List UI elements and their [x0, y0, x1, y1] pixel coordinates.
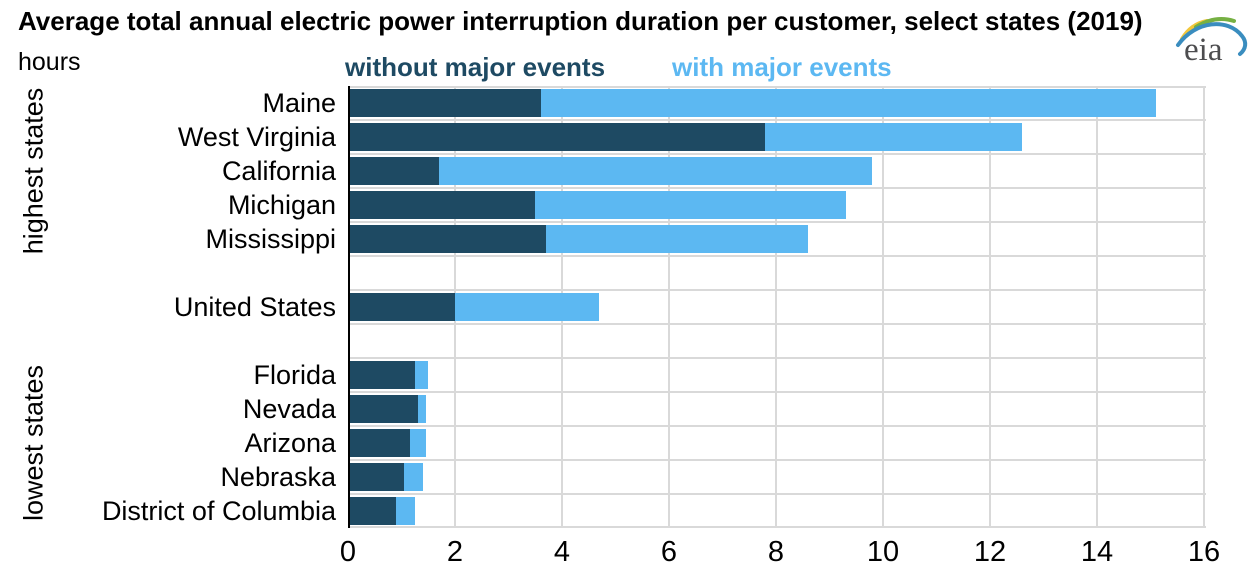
category-label-mississippi: Mississippi: [205, 224, 336, 254]
horizontal-gridline: [348, 493, 1206, 495]
horizontal-gridline: [348, 119, 1206, 121]
bar-row-california: [350, 157, 873, 185]
bar-row-mississippi: [350, 225, 809, 253]
horizontal-gridline: [348, 526, 1206, 528]
x-tick-label-10: 10: [866, 536, 900, 568]
bar-segment-without-major-events-united-states: [350, 293, 455, 321]
bar-row-west-virginia: [350, 123, 1023, 151]
logo-arc-blue: [1176, 22, 1248, 56]
group-label-highest-states: highest states: [18, 87, 49, 255]
bar-segment-without-major-events-maine: [350, 89, 541, 117]
bar-segment-without-major-events-arizona: [350, 429, 410, 457]
category-label-arizona: Arizona: [244, 428, 336, 458]
bar-row-maine: [350, 89, 1156, 117]
plot-area: [348, 86, 1206, 528]
chart-title: Average total annual electric power inte…: [18, 6, 1143, 36]
x-tick-label-2: 2: [446, 536, 464, 568]
x-tick-label-8: 8: [767, 536, 785, 568]
bar-segment-with-major-events-california: [438, 157, 873, 185]
category-label-united-states: United States: [173, 292, 336, 322]
y-axis-line: [348, 86, 350, 528]
horizontal-gridline: [348, 323, 1206, 325]
bar-segment-with-major-events-maine: [540, 89, 1156, 117]
bar-segment-with-major-events-michigan: [535, 191, 846, 219]
bar-segment-without-major-events-district-of-columbia: [350, 497, 397, 525]
horizontal-gridline: [348, 425, 1206, 427]
x-tick-label-12: 12: [973, 536, 1007, 568]
vertical-gridline: [989, 86, 991, 528]
bar-segment-without-major-events-florida: [350, 361, 415, 389]
legend-item-with-major-events: with major events: [672, 52, 892, 82]
unit-label: hours: [18, 48, 81, 76]
vertical-gridline: [882, 86, 884, 528]
bar-segment-without-major-events-california: [350, 157, 439, 185]
group-label-lowest-states: lowest states: [18, 364, 49, 522]
bar-segment-with-major-events-west-virginia: [765, 123, 1023, 151]
category-labels: Maine West Virginia California Michigan Miss…: [0, 86, 336, 528]
horizontal-gridline: [348, 221, 1206, 223]
category-label-west-virginia: West Virginia: [177, 122, 336, 152]
x-axis-ticks: 0 2 4 6 8 10 12 14 16: [340, 536, 1220, 576]
category-label-california: California: [221, 156, 336, 186]
horizontal-gridline: [348, 289, 1206, 291]
horizontal-gridline: [348, 153, 1206, 155]
x-tick-label-4: 4: [553, 536, 571, 568]
bar-segment-with-major-events-florida: [414, 361, 429, 389]
x-tick-label-16: 16: [1187, 536, 1221, 568]
category-label-maine: Maine: [262, 88, 336, 118]
x-tick-label-6: 6: [660, 536, 678, 568]
horizontal-gridline: [348, 459, 1206, 461]
bar-segment-with-major-events-nevada: [417, 395, 426, 423]
bar-segment-with-major-events-united-states: [455, 293, 600, 321]
horizontal-gridline: [348, 391, 1206, 393]
horizontal-gridline: [348, 187, 1206, 189]
bar-row-arizona: [350, 429, 426, 457]
category-label-district-of-columbia: District of Columbia: [101, 496, 336, 526]
bar-segment-without-major-events-michigan: [350, 191, 536, 219]
bar-segment-with-major-events-arizona: [409, 429, 426, 457]
bar-segment-with-major-events-nebraska: [404, 463, 423, 491]
bar-segment-without-major-events-mississippi: [350, 225, 546, 253]
vertical-gridline: [1096, 86, 1098, 528]
horizontal-gridline: [348, 86, 1206, 88]
category-label-nebraska: Nebraska: [220, 462, 336, 492]
vertical-gridline: [775, 86, 777, 528]
bar-row-nevada: [350, 395, 426, 423]
category-label-michigan: Michigan: [227, 190, 336, 220]
category-label-florida: Florida: [253, 360, 336, 390]
bar-segment-with-major-events-mississippi: [545, 225, 809, 253]
eia-logo: eia: [1176, 17, 1248, 68]
bar-segment-without-major-events-west-virginia: [350, 123, 766, 151]
horizontal-gridline: [348, 255, 1206, 257]
x-tick-label-0: 0: [339, 536, 357, 568]
bar-row-florida: [350, 361, 429, 389]
horizontal-gridline: [348, 357, 1206, 359]
category-label-nevada: Nevada: [242, 394, 336, 424]
bar-row-michigan: [350, 191, 846, 219]
vertical-gridline: [668, 86, 670, 528]
bar-row-united-states: [350, 293, 600, 321]
logo-arc-green: [1194, 17, 1236, 29]
bar-segment-without-major-events-nebraska: [350, 463, 405, 491]
legend-item-without-major-events: without major events: [345, 52, 606, 82]
logo-text: eia: [1184, 32, 1223, 68]
x-tick-label-14: 14: [1080, 536, 1114, 568]
bar-segment-without-major-events-nevada: [350, 395, 418, 423]
bar-segment-with-major-events-district-of-columbia: [396, 497, 415, 525]
bar-row-district-of-columbia: [350, 497, 415, 525]
bar-row-nebraska: [350, 463, 423, 491]
vertical-gridline: [1203, 86, 1205, 528]
